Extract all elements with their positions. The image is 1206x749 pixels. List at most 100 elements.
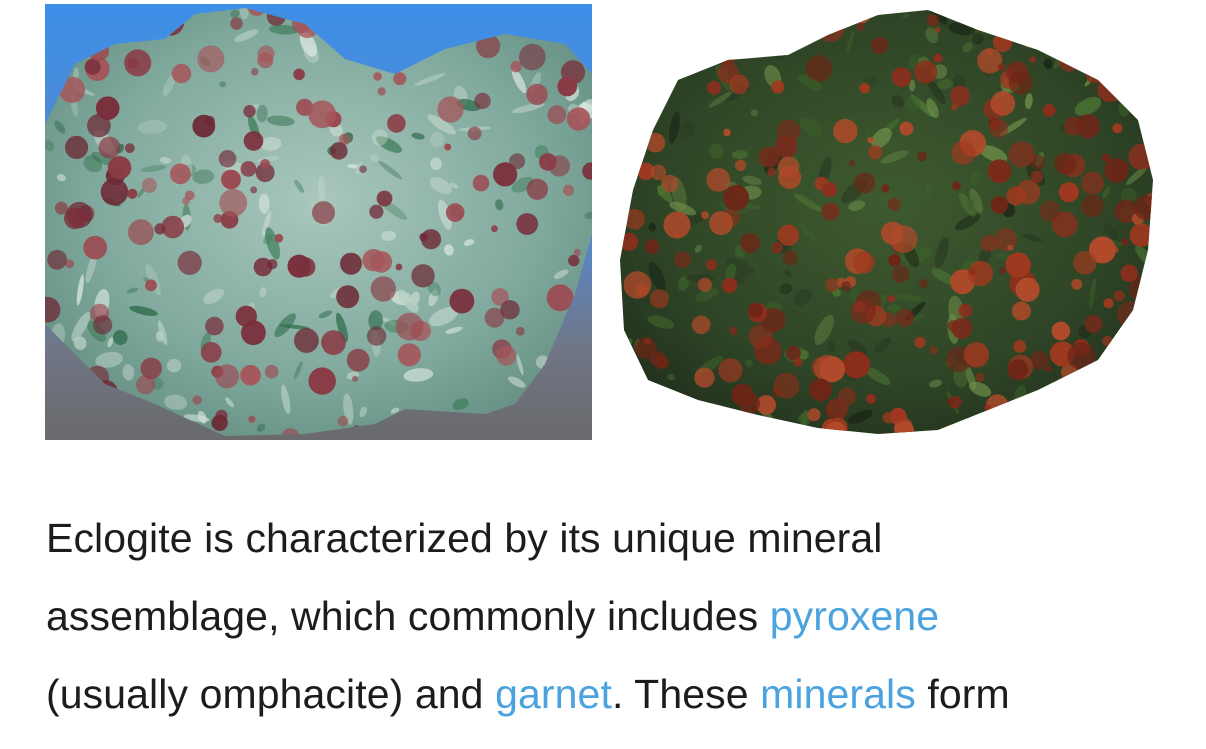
- mineral-fleck: [784, 269, 792, 278]
- garnet-grain: [235, 305, 257, 327]
- garnet-grain: [346, 348, 370, 372]
- link-garnet[interactable]: garnet: [495, 671, 612, 717]
- mineral-fleck: [299, 31, 318, 57]
- garnet-grain: [1121, 238, 1129, 246]
- garnet-grain: [758, 146, 780, 168]
- garnet-grain: [634, 337, 657, 359]
- garnet-grain: [83, 235, 108, 260]
- eclogite-photo-left[interactable]: [45, 4, 592, 440]
- garnet-grain: [1081, 171, 1104, 195]
- mineral-fleck: [45, 140, 55, 152]
- link-minerals[interactable]: minerals: [760, 671, 916, 717]
- mineral-fleck: [265, 227, 281, 260]
- mineral-fleck: [584, 211, 592, 219]
- garnet-grain: [161, 215, 185, 239]
- mineral-fleck: [203, 288, 225, 305]
- mineral-fleck: [931, 268, 956, 285]
- garnet-grain: [856, 22, 865, 31]
- mineral-fleck: [95, 351, 123, 368]
- mineral-fleck: [256, 423, 266, 432]
- garnet-grain: [637, 162, 655, 180]
- garnet-grain: [128, 219, 154, 246]
- garnet-grain: [547, 105, 567, 125]
- garnet-grain: [1129, 223, 1153, 247]
- mineral-fleck: [512, 102, 545, 114]
- garnet-grain: [58, 76, 86, 103]
- garnet-grain: [706, 168, 731, 192]
- eclogite-photo-left-graphic: [45, 4, 592, 440]
- garnet-grain: [773, 372, 800, 399]
- garnet-grain: [377, 87, 386, 96]
- garnet-grain: [723, 128, 731, 137]
- mineral-fleck: [1103, 224, 1118, 240]
- mineral-fleck: [166, 358, 182, 373]
- mineral-fleck: [162, 74, 176, 97]
- mineral-fleck: [668, 111, 681, 144]
- mineral-fleck: [375, 136, 402, 153]
- mineral-fleck: [239, 8, 249, 20]
- mineral-fleck: [511, 67, 527, 94]
- mineral-fleck: [318, 176, 326, 203]
- article-paragraph: Eclogite is characterized by its unique …: [46, 499, 1166, 733]
- garnet-grain: [170, 163, 191, 185]
- garnet-grain: [697, 277, 712, 292]
- garnet-grain: [369, 204, 384, 219]
- mineral-fleck: [798, 222, 817, 242]
- paragraph-line-2: assemblage, which commonly includes pyro…: [46, 577, 1166, 655]
- mineral-fleck: [495, 199, 504, 211]
- garnet-grain: [1112, 123, 1123, 134]
- garnet-grain: [870, 36, 888, 55]
- mineral-fleck: [708, 143, 724, 159]
- mineral-fleck: [508, 376, 526, 388]
- garnet-grain: [240, 364, 261, 386]
- garnet-grain: [825, 278, 839, 293]
- garnet-grain: [740, 233, 760, 253]
- mineral-fleck: [647, 315, 675, 329]
- garnet-grain: [705, 259, 718, 271]
- garnet-grain: [1054, 152, 1076, 175]
- garnet-grain: [491, 288, 509, 306]
- mineral-fleck: [197, 410, 207, 424]
- garnet-grain: [491, 225, 498, 233]
- mineral-fleck: [937, 79, 954, 90]
- garnet-grain: [563, 184, 574, 196]
- garnet-grain: [853, 251, 875, 274]
- garnet-grain: [141, 177, 157, 193]
- garnet-grain: [100, 178, 129, 206]
- garnet-grain: [1007, 244, 1014, 251]
- garnet-grain: [1039, 200, 1061, 222]
- garnet-grain: [411, 264, 435, 288]
- garnet-grain: [1008, 141, 1035, 168]
- garnet-grain: [1030, 351, 1049, 370]
- mineral-fleck: [347, 163, 359, 169]
- mineral-fleck: [793, 288, 812, 306]
- garnet-grain: [694, 367, 715, 388]
- link-pyroxene[interactable]: pyroxene: [769, 593, 940, 639]
- mineral-fleck: [268, 24, 299, 35]
- garnet-grain: [568, 254, 580, 267]
- garnet-grain: [723, 184, 750, 211]
- garnet-grain: [516, 213, 539, 235]
- garnet-grain: [257, 45, 275, 63]
- mineral-fleck: [54, 120, 66, 134]
- garnet-grain: [951, 103, 958, 111]
- eclogite-photo-right[interactable]: [618, 10, 1158, 438]
- garnet-grain: [184, 190, 195, 201]
- mineral-fleck: [137, 119, 168, 134]
- mineral-fleck: [725, 263, 737, 281]
- garnet-grain: [661, 174, 679, 193]
- garnet-grain: [376, 190, 393, 207]
- mineral-fleck: [430, 157, 442, 171]
- mineral-fleck: [731, 150, 748, 159]
- garnet-grain: [1013, 340, 1027, 353]
- garnet-grain: [624, 208, 645, 230]
- garnet-grain: [124, 49, 152, 77]
- mineral-fleck: [648, 222, 657, 232]
- mineral-fleck: [159, 157, 172, 164]
- garnet-grain: [240, 161, 257, 177]
- mineral-fleck: [847, 409, 873, 424]
- garnet-grain: [437, 96, 464, 123]
- garnet-grain: [805, 55, 833, 82]
- garnet-grain: [467, 126, 482, 141]
- garnet-grain: [476, 34, 501, 59]
